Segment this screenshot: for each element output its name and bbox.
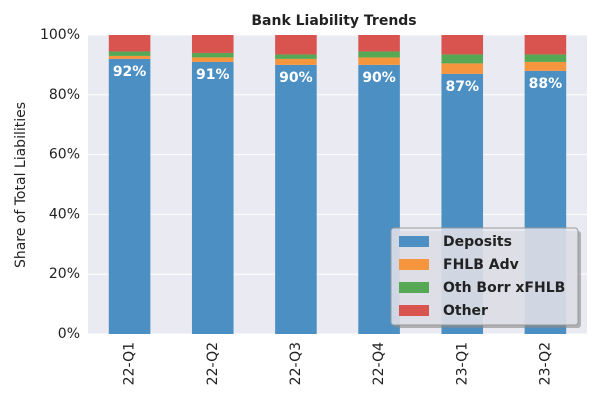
data-label: 90% — [362, 70, 396, 86]
legend-swatch — [399, 236, 429, 247]
y-tick-label: 0% — [58, 326, 80, 342]
y-axis-label: Share of Total Liabilities — [13, 102, 29, 268]
legend-label: Oth Borr xFHLB — [443, 280, 565, 296]
x-tick-label: 22-Q1 — [122, 342, 138, 385]
y-tick-label: 20% — [49, 266, 80, 282]
legend-swatch — [399, 282, 429, 293]
bar-segment — [524, 61, 567, 71]
legend-label: Deposits — [443, 234, 512, 250]
data-label: 87% — [445, 79, 479, 95]
bar-segment — [275, 54, 317, 59]
bar-segment — [275, 58, 317, 65]
x-tick-label: 23-Q1 — [454, 342, 470, 385]
bar-segment — [191, 52, 234, 58]
bar-segment — [524, 35, 567, 55]
bar-segment — [441, 54, 484, 64]
bar-segment — [441, 63, 484, 74]
bar-segment — [358, 57, 400, 65]
bar-segment — [108, 58, 151, 335]
data-label: 91% — [196, 67, 230, 83]
legend-label: FHLB Adv — [443, 257, 519, 273]
bar-segment — [275, 35, 317, 55]
data-label: 88% — [529, 76, 563, 92]
chart-title: Bank Liability Trends — [251, 13, 416, 29]
bar-segment — [191, 57, 234, 62]
data-label: 90% — [279, 70, 313, 86]
bar-segment — [358, 51, 400, 58]
bar-segment — [191, 61, 234, 334]
y-tick-label: 80% — [49, 87, 80, 103]
legend-box — [390, 227, 579, 326]
data-label: 92% — [113, 64, 147, 80]
bar-segment — [441, 35, 484, 55]
bar-segment — [275, 64, 317, 335]
x-tick-label: 23-Q2 — [537, 342, 553, 385]
legend-swatch — [399, 259, 429, 270]
bar-segment — [108, 55, 151, 59]
bar-segment — [108, 51, 151, 56]
x-tick-label: 22-Q2 — [205, 342, 221, 385]
y-tick-label: 60% — [49, 147, 80, 163]
bar-segment — [191, 35, 234, 53]
legend-swatch — [399, 305, 429, 316]
bar-segment — [108, 35, 151, 52]
x-tick-label: 22-Q4 — [371, 342, 387, 385]
bar-segment — [524, 54, 567, 62]
y-tick-label: 100% — [40, 27, 80, 43]
bar-segment — [358, 35, 400, 52]
x-tick-label: 22-Q3 — [288, 342, 304, 385]
legend-label: Other — [443, 303, 488, 319]
y-tick-label: 40% — [49, 206, 80, 222]
